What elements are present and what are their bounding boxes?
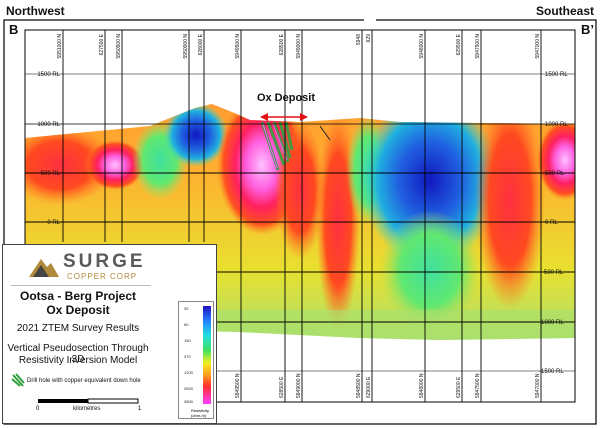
- top-coord-5: 5949500 N: [235, 34, 241, 59]
- top-coord-11: 629500 E: [456, 33, 462, 55]
- resistivity-colorbar: 30 60 150 370 1200 2500 3800 Resistivity…: [178, 301, 214, 419]
- bottom-coordinate-labels: 5949500 N 628500 E 5949000 N 5948500 N 6…: [235, 373, 541, 398]
- company-name: SURGE: [63, 251, 146, 272]
- bottom-coord-0: 5949500 N: [235, 373, 241, 398]
- section-start-label: B: [9, 22, 19, 37]
- section-frame: [24, 29, 576, 403]
- colorbar-tick-2500: 2500: [184, 386, 193, 391]
- section-end-label: B’: [581, 22, 594, 37]
- colorbar-unit-label: Resistivity: [191, 408, 210, 413]
- elev-left-0: 0 RL: [47, 220, 60, 226]
- elevation-labels-right: 1500 RL 1000 RL 500 RL 0 RL -500 RL -100…: [539, 72, 568, 375]
- bottom-coord-1: 628500 E: [279, 376, 285, 398]
- bottom-coord-3: 5948500 N: [356, 373, 362, 398]
- coordinate-lines: [62, 30, 542, 402]
- elevation-labels-left: 1500 RL 1000 RL 500 RL 0 RL: [37, 72, 60, 226]
- colorbar-tick-150: 150: [184, 338, 191, 343]
- project-title: Ootsa - Berg Project: [19, 289, 137, 303]
- drill-hole-traces: [260, 121, 331, 171]
- top-coord-2: 5950500 N: [116, 34, 122, 59]
- company-subtitle: COPPER CORP: [67, 272, 138, 281]
- colorbar-tick-30: 30: [184, 306, 189, 311]
- ox-deposit-extent-arrow: [260, 113, 308, 121]
- colorbar-tick-60: 60: [184, 322, 189, 327]
- elev-right-500: 500 RL: [545, 171, 565, 177]
- scale-start-label: 0: [36, 406, 40, 412]
- legend-divider: [11, 285, 151, 286]
- elev-right-0: 0 RL: [545, 220, 558, 226]
- colorbar-ramp: [203, 306, 211, 404]
- elev-left-500: 500 RL: [41, 171, 61, 177]
- scale-end-label: 1: [138, 406, 142, 412]
- northwest-direction-label: Northwest: [6, 4, 65, 18]
- bottom-coord-5: 5948000 N: [419, 373, 425, 398]
- elev-left-1500: 1500 RL: [37, 72, 60, 78]
- colorbar-unit-symbol: (ohm-m): [191, 413, 207, 418]
- scale-bar: [38, 398, 139, 404]
- bottom-coord-6: 629500 E: [456, 376, 462, 398]
- top-coord-10: 5948000 N: [419, 34, 425, 59]
- top-coordinate-labels: 5951000 N 627500 E 5950500 N 5950000 N 6…: [57, 33, 541, 58]
- figure-border: [3, 19, 597, 425]
- project-subtitle: Ox Deposit: [46, 303, 110, 317]
- drill-hole-icon: [11, 373, 25, 387]
- colorbar-tick-1200: 1200: [184, 370, 193, 375]
- scale-unit-label: kilometres: [73, 406, 101, 412]
- bottom-coord-7: 5947500 N: [475, 373, 481, 398]
- survey-title: 2021 ZTEM Survey Results: [16, 323, 140, 334]
- bottom-coord-4: 629000 E: [366, 376, 372, 398]
- southeast-direction-label: Southeast: [535, 4, 594, 18]
- model-description-line1: Vertical Pseudosection Through 3D: [7, 343, 149, 365]
- elev-right-minus1500: -1500 RL: [539, 369, 564, 375]
- top-coord-7: 5949000 N: [296, 34, 302, 59]
- model-description-line2: Resistivity Inversion Model: [18, 355, 138, 366]
- top-coord-13: 5947000 N: [535, 34, 541, 59]
- bottom-coord-2: 5949000 N: [296, 373, 302, 398]
- elev-right-1500: 1500 RL: [545, 72, 568, 78]
- drill-hole-legend-label: Drill hole with copper equivalent down h…: [27, 378, 141, 384]
- elev-right-minus1000: -1000 RL: [539, 320, 564, 326]
- bottom-coord-8: 5947000 N: [535, 373, 541, 398]
- colorbar-tick-3800: 3800: [184, 399, 193, 404]
- elev-right-minus500: -500 RL: [542, 270, 564, 276]
- top-coord-4: 628000 E: [198, 33, 204, 55]
- legend-panel: SURGE COPPER CORP Ootsa - Berg Project O…: [2, 244, 217, 424]
- top-coord-0: 5951000 N: [57, 34, 63, 59]
- elev-right-1000: 1000 RL: [545, 122, 568, 128]
- top-coord-6: 628500 E: [279, 33, 285, 55]
- top-coord-12: 5947500 N: [475, 34, 481, 59]
- ox-deposit-label: Ox Deposit: [257, 92, 315, 104]
- surge-logo-mountain-icon: [29, 259, 59, 277]
- top-coord-9: 629: [366, 34, 372, 43]
- top-coord-1: 627500 E: [99, 33, 105, 55]
- top-coord-8: 5948: [356, 34, 362, 45]
- top-coord-3: 5950000 N: [183, 34, 189, 59]
- colorbar-tick-370: 370: [184, 354, 191, 359]
- elev-left-1000: 1000 RL: [37, 122, 60, 128]
